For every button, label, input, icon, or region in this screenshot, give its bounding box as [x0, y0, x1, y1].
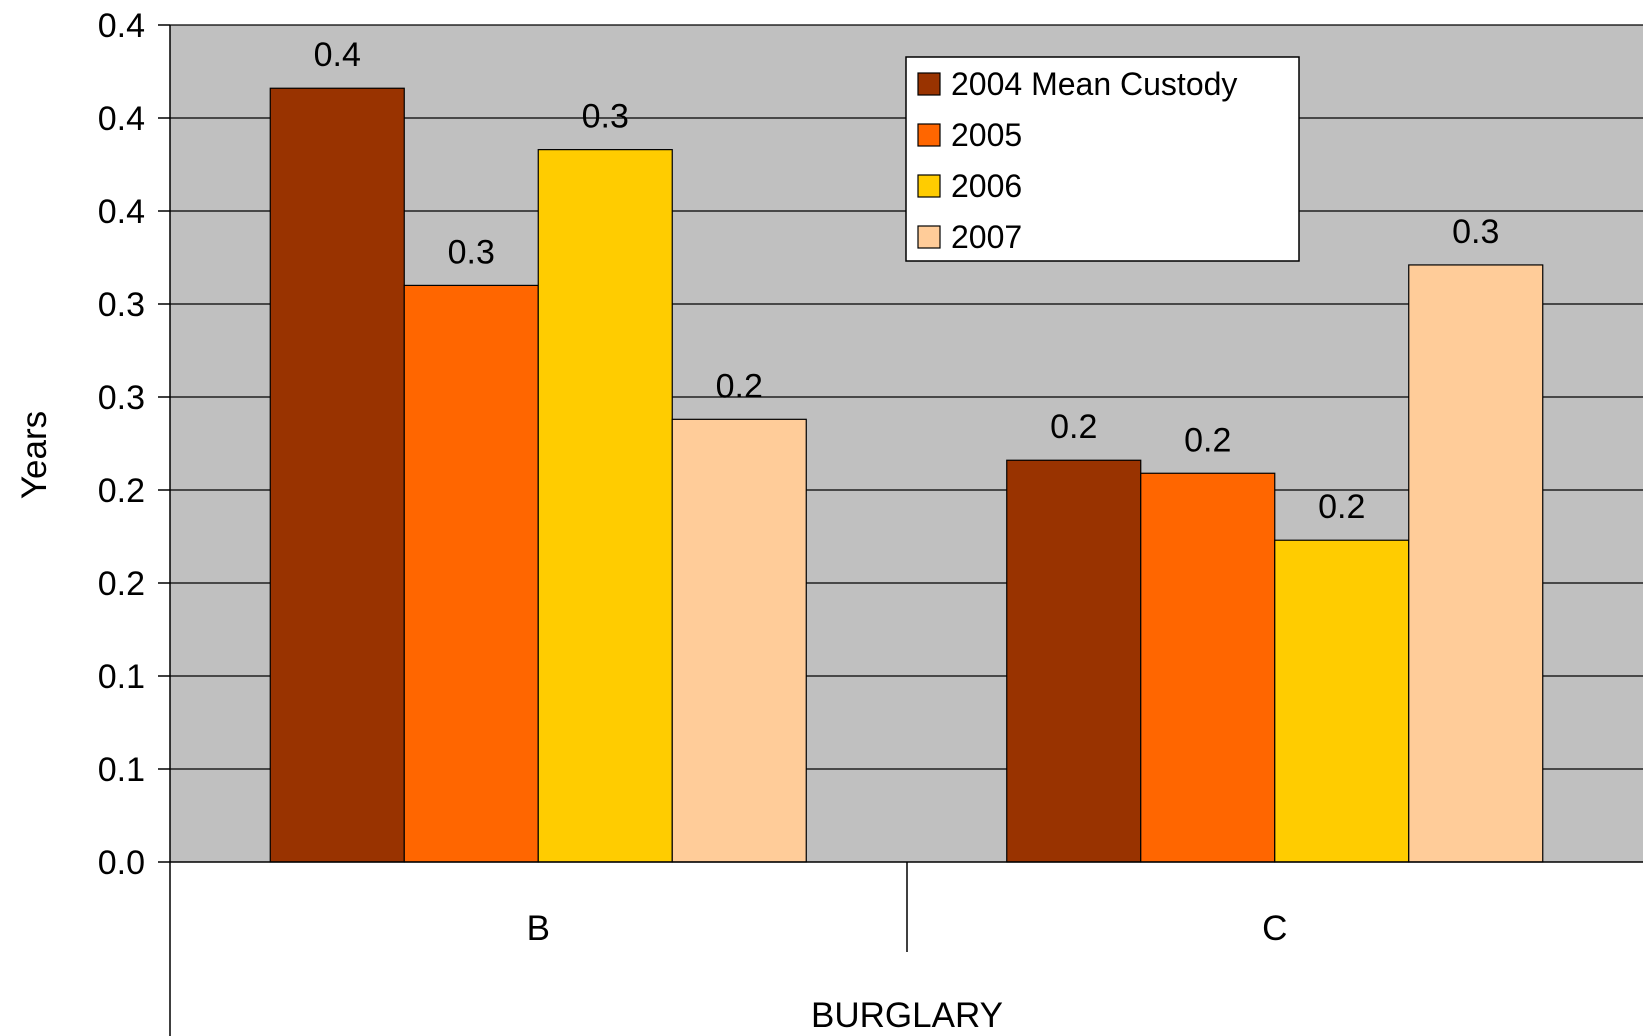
y-tick-label: 0.1 — [98, 658, 145, 696]
bar — [1140, 472, 1276, 863]
y-axis-title: Years — [15, 411, 54, 499]
y-tick-label: 0.3 — [98, 286, 145, 324]
legend-label: 2006 — [951, 168, 1022, 204]
y-tick-label: 0.3 — [98, 379, 145, 417]
x-axis-title: BURGLARY — [811, 996, 1003, 1035]
bar — [1408, 264, 1544, 863]
data-label: 0.2 — [716, 367, 763, 405]
data-labels: 0.4 0.3 0.3 0.2 0.2 0.2 0.2 0.3 — [314, 36, 1500, 526]
y-tick-labels: 0.0 0.1 0.1 0.2 0.2 0.3 0.3 0.4 0.4 0.4 — [98, 7, 145, 882]
legend: 2004 Mean Custody 2005 2006 2007 — [905, 56, 1300, 262]
bars — [269, 87, 1544, 863]
x-tick-label: B — [527, 909, 550, 948]
bar — [671, 418, 807, 863]
y-tick-label: 0.4 — [98, 7, 145, 45]
bar — [1274, 539, 1410, 863]
bar — [269, 87, 405, 863]
data-label: 0.3 — [1452, 213, 1499, 251]
y-tick-label: 0.2 — [98, 472, 145, 510]
y-tick-label: 0.4 — [98, 193, 145, 231]
legend-label: 2005 — [951, 117, 1022, 153]
data-label: 0.3 — [448, 233, 495, 271]
legend-box — [905, 56, 1300, 262]
legend-label: 2004 Mean Custody — [951, 66, 1237, 102]
axes — [169, 25, 1643, 1036]
bar — [403, 284, 539, 863]
data-label: 0.2 — [1184, 421, 1231, 459]
legend-label: 2007 — [951, 219, 1022, 255]
legend-swatch — [917, 225, 941, 249]
bar — [537, 149, 673, 863]
legend-items: 2004 Mean Custody 2005 2006 2007 — [917, 66, 1237, 255]
y-tick-label: 0.4 — [98, 100, 145, 138]
x-tick-label: C — [1262, 909, 1287, 948]
bar — [1006, 459, 1142, 863]
data-label: 0.4 — [314, 36, 361, 74]
legend-swatch — [917, 72, 941, 96]
legend-swatch — [917, 123, 941, 147]
data-label: 0.2 — [1318, 488, 1365, 526]
data-label: 0.2 — [1050, 408, 1097, 446]
y-tick-label: 0.1 — [98, 751, 145, 789]
legend-swatch — [917, 174, 941, 198]
data-label: 0.3 — [582, 98, 629, 136]
y-tick-label: 0.2 — [98, 565, 145, 603]
y-ticks — [158, 24, 170, 863]
y-tick-label: 0.0 — [98, 844, 145, 882]
